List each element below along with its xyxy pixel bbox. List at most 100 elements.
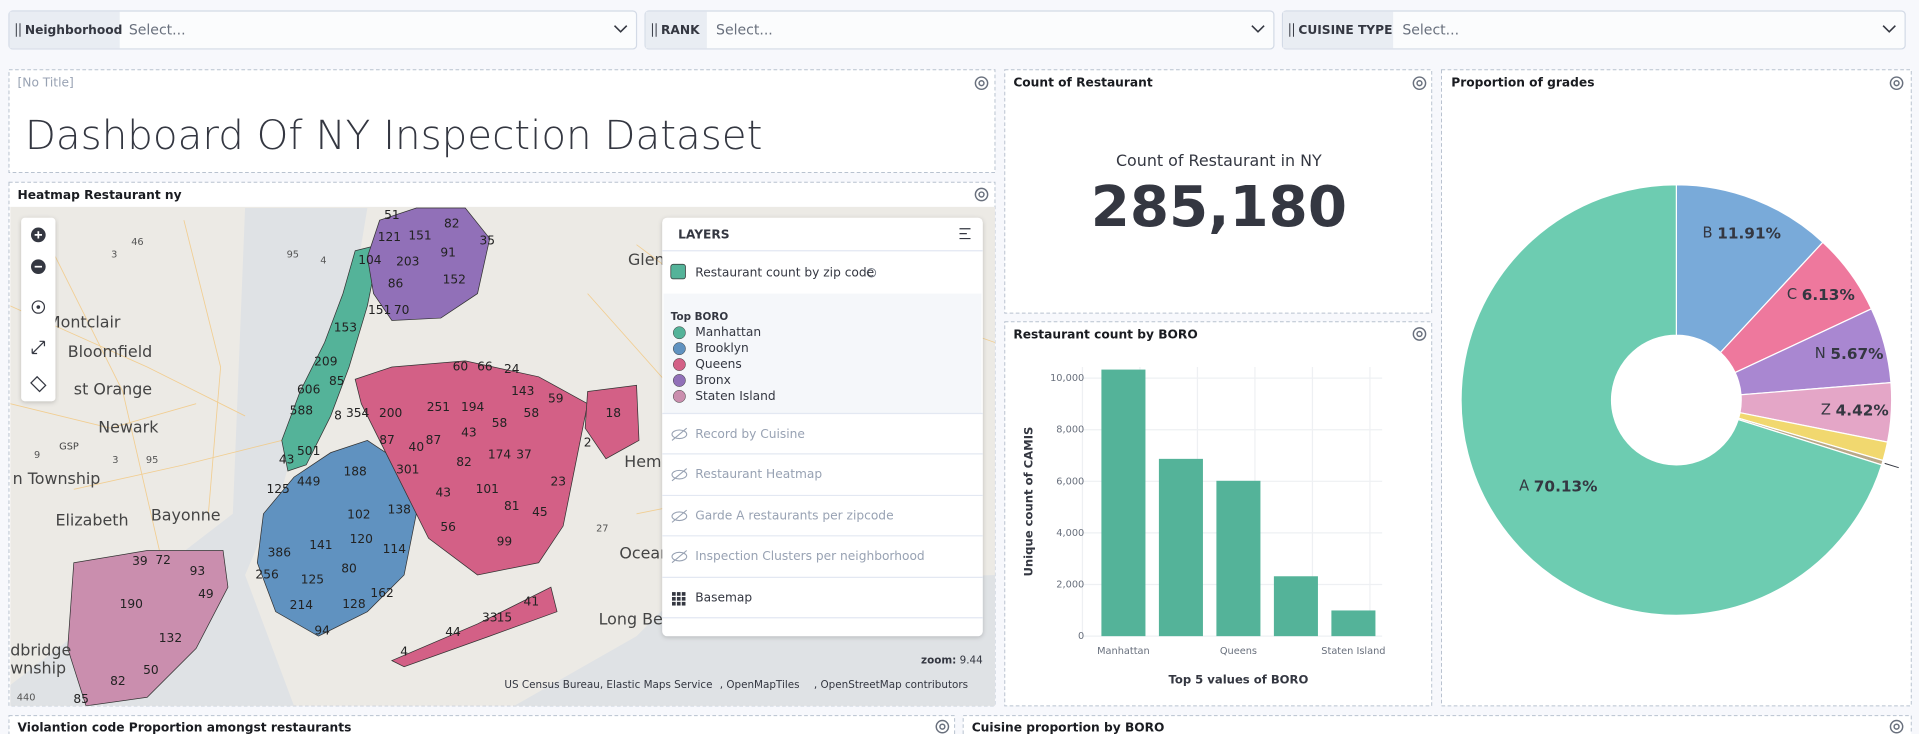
y-tick-label: 4,000 (1056, 528, 1084, 539)
map-controls[interactable] (21, 217, 56, 402)
zip-count-label: 41 (524, 594, 540, 608)
y-tick-label: 0 (1078, 631, 1084, 642)
bar (1331, 610, 1376, 637)
legend-swatch (672, 358, 686, 371)
zip-count-label: 59 (548, 391, 564, 405)
pie-slice (1675, 184, 1824, 354)
chevron (1882, 25, 1896, 33)
legend-swatch (672, 326, 686, 340)
bar (1273, 576, 1318, 637)
zip-count-label: 152 (443, 273, 466, 287)
y-tick-label: 10,000 (1050, 373, 1084, 384)
layer-name[interactable]: Basemap (695, 591, 752, 605)
zoom-value: 9.44 (960, 655, 983, 667)
zip-count-label: 35 (480, 233, 496, 247)
zip-count-label: 132 (159, 631, 182, 645)
zip-count-label: 91 (440, 246, 456, 260)
slice-category: N (1815, 345, 1826, 362)
zip-count-label: 87 (426, 433, 442, 447)
filter-control[interactable] (644, 10, 1275, 50)
panel-title: Restaurant count by BORO (1013, 328, 1197, 342)
zip-count-label: 214 (290, 598, 314, 612)
place-label: Bayonne (151, 506, 221, 525)
legend-label: Staten Island (695, 389, 775, 403)
zip-count-label: 4 (320, 256, 326, 267)
zip-count-label: 104 (358, 253, 382, 267)
dashboard-title: Dashboard Of NY Inspection Dataset (25, 112, 763, 159)
layer-name[interactable]: Inspection Clusters per neighborhood (695, 549, 924, 563)
layers-panel: LAYERS Restaurant count by zip code Top … (662, 217, 983, 637)
zip-count-label: 120 (350, 532, 373, 546)
zip-count-label: 37 (516, 448, 532, 462)
x-axis-label: Top 5 values of BORO (1168, 673, 1308, 687)
attribution[interactable]: US Census Bureau, Elastic Maps Service (504, 679, 712, 691)
drag-handle (651, 23, 657, 37)
zip-count-label: 128 (342, 597, 365, 611)
zip-count-label: 101 (476, 482, 499, 496)
y-tick-label: 6,000 (1056, 476, 1084, 487)
zip-count-label: 209 (314, 355, 337, 369)
zip-count-label: 43 (461, 426, 477, 440)
attribution[interactable]: , OpenMapTiles (720, 679, 800, 691)
layer-name[interactable]: Garde A restaurants per zipcode (695, 509, 893, 523)
zip-count-label: 9 (34, 450, 40, 461)
panel-options[interactable] (935, 76, 1904, 734)
attribution[interactable]: , OpenStreetMap contributors (814, 679, 968, 691)
zip-count-label: 203 (396, 254, 419, 268)
zip-count-label: 15 (497, 610, 513, 624)
panel-title: [No Title] (18, 76, 74, 90)
place-label: st Orange (74, 380, 152, 399)
layers-title: LAYERS (678, 227, 729, 241)
filter-label-box (1283, 11, 1394, 49)
zip-count-label: 114 (383, 542, 407, 556)
zip-count-label: 153 (334, 320, 357, 334)
layer-name[interactable]: Restaurant Heatmap (695, 467, 822, 481)
zip-count-label: 82 (110, 674, 126, 688)
chevron (613, 25, 628, 33)
layer-name[interactable]: Record by Cuisine (695, 427, 805, 441)
drag-handle (1289, 23, 1294, 37)
filter-placeholder: Select... (716, 23, 773, 39)
zip-count-label: 143 (511, 384, 534, 398)
layer-name[interactable]: Restaurant count by zip code (695, 265, 874, 279)
place-label: GSP (59, 442, 79, 453)
slice-label: Z 4.42% (1821, 401, 1889, 419)
filter-control[interactable] (8, 10, 638, 50)
zip-count-label: 58 (492, 416, 508, 430)
zip-count-label: 386 (268, 545, 291, 559)
place-label: Montclair (47, 312, 121, 331)
zip-count-label: 151 (408, 229, 431, 243)
zip-count-label: 141 (309, 538, 332, 552)
zip-count-label: 72 (155, 553, 171, 567)
filter-control[interactable] (1281, 10, 1906, 50)
slice-label: B 11.91% (1702, 224, 1780, 242)
zip-count-label: 45 (532, 505, 548, 519)
bar (1158, 458, 1203, 637)
zip-count-label: 80 (341, 561, 357, 575)
zip-count-label: 50 (143, 663, 159, 677)
zip-count-label: 60 (453, 360, 469, 374)
bar (1101, 369, 1146, 637)
zip-count-label: 39 (132, 554, 148, 568)
chevron (1251, 25, 1265, 33)
zip-count-label: 588 (290, 404, 313, 418)
zoom-level: zoom: 9.44 (921, 655, 983, 667)
zip-count-label: 58 (524, 406, 540, 420)
zip-count-label: 46 (131, 237, 143, 248)
slice-category: B (1702, 225, 1712, 242)
zip-count-label: 190 (120, 597, 143, 611)
zip-count-label: 49 (198, 587, 214, 601)
zip-count-label: 4 (400, 645, 408, 659)
zip-count-label: 94 (314, 624, 330, 638)
zip-count-label: 95 (287, 249, 299, 260)
zip-count-label: 8 (334, 408, 342, 422)
legend-label: Manhattan (695, 325, 761, 339)
legend-label: Brooklyn (695, 341, 749, 355)
zip-count-label: 125 (266, 482, 289, 496)
zip-count-label: 3 (111, 249, 117, 260)
filter-label-box (9, 11, 120, 49)
zip-count-label: 3 (112, 455, 118, 466)
legend-label: Bronx (695, 373, 731, 387)
